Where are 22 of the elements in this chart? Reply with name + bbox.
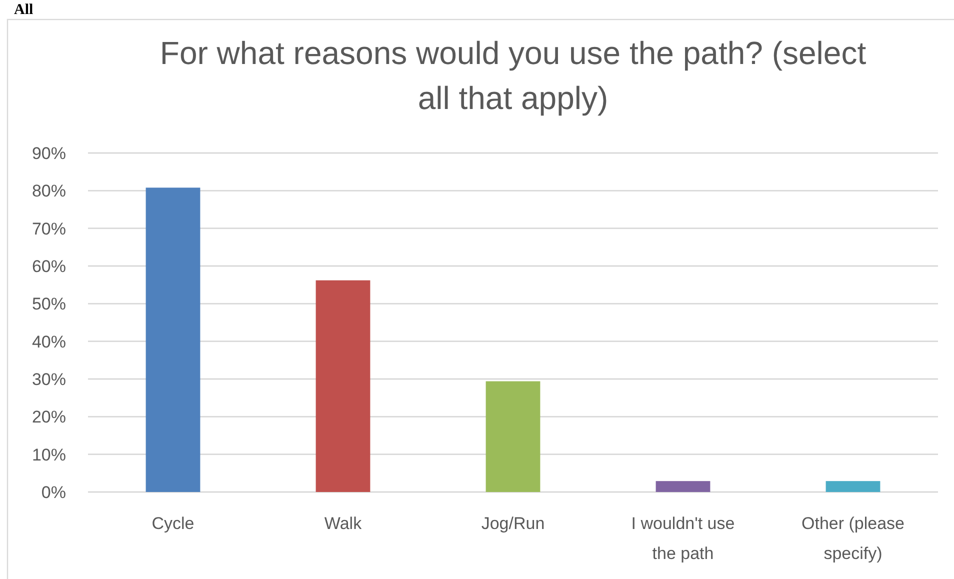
y-tick-label: 80% <box>32 182 66 201</box>
x-tick-label: Jog/Run <box>481 514 545 533</box>
bar <box>656 481 710 492</box>
y-tick-label: 50% <box>32 294 66 314</box>
x-tick-label: I wouldn't use the path <box>631 514 735 563</box>
y-tick-label: 30% <box>32 370 66 389</box>
bar <box>826 481 880 492</box>
y-tick-label: 40% <box>32 332 66 352</box>
chart-title: For what reasons would you use the path? (select all that apply) <box>160 35 866 116</box>
x-tick-label: Cycle <box>152 514 194 533</box>
x-tick-label: Other (please specify) <box>802 514 904 563</box>
bar <box>146 188 200 492</box>
y-tick-label: 10% <box>32 445 66 464</box>
y-tick-label: 70% <box>32 219 66 238</box>
y-tick-label: 90% <box>32 144 66 163</box>
bar <box>486 381 540 492</box>
x-tick-label: Walk <box>324 514 362 533</box>
y-tick-label: 0% <box>41 482 66 502</box>
y-tick-label: 60% <box>32 256 66 276</box>
text: All <box>14 2 34 18</box>
bar <box>316 280 370 492</box>
y-tick-label: 20% <box>32 408 66 427</box>
